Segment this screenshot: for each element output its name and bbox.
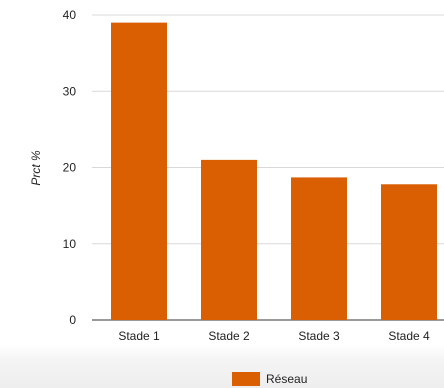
bar-stade-4[interactable] bbox=[381, 184, 437, 320]
legend-label: Réseau bbox=[266, 372, 307, 386]
x-tick-label: Stade 2 bbox=[208, 329, 250, 343]
x-tick-label: Stade 3 bbox=[298, 329, 340, 343]
legend-swatch bbox=[232, 372, 260, 386]
y-tick-label: 40 bbox=[63, 8, 77, 22]
bar-stade-1[interactable] bbox=[111, 22, 167, 320]
y-axis-ticks: 0 10 20 30 40 bbox=[63, 8, 77, 327]
y-tick-label: 20 bbox=[63, 161, 77, 175]
y-axis-title: Prct % bbox=[29, 150, 43, 186]
bars bbox=[111, 22, 437, 320]
bar-stade-3[interactable] bbox=[291, 177, 347, 320]
y-tick-label: 30 bbox=[63, 84, 77, 98]
legend[interactable]: Réseau bbox=[232, 372, 307, 386]
y-tick-label: 10 bbox=[63, 237, 77, 251]
x-axis-ticks: Stade 1 Stade 2 Stade 3 Stade 4 bbox=[118, 329, 430, 343]
x-tick-label: Stade 4 bbox=[388, 329, 430, 343]
y-tick-label: 0 bbox=[69, 313, 76, 327]
x-tick-label: Stade 1 bbox=[118, 329, 160, 343]
bar-stade-2[interactable] bbox=[201, 159, 257, 320]
